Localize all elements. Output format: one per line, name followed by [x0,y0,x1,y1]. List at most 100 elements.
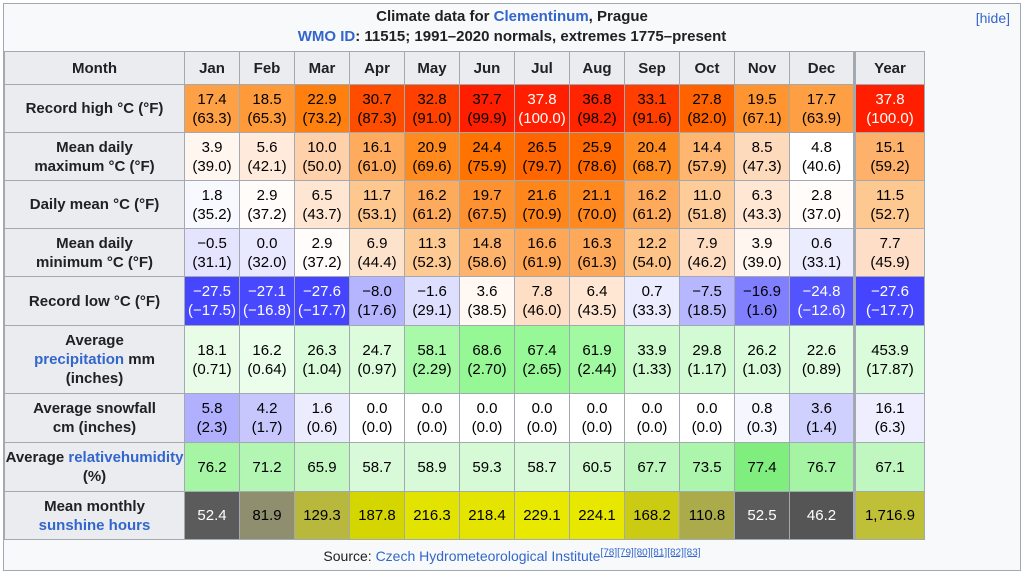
data-cell: 26.2 (1.03) [734,325,790,394]
data-cell: 19.5 (67.1) [734,84,790,133]
table-row: Average relativehumidity (%) 76.2 71.2 65.9… [4,442,925,492]
data-cell: 5.6 (42.1) [239,132,295,181]
data-cell: 187.8 [349,491,405,540]
data-cell: 6.9 (44.4) [349,228,405,277]
reference-link[interactable]: [79] [617,547,634,559]
column-header-aug: Aug [569,51,625,85]
data-cell: −1.6 (29.1) [404,276,460,326]
data-cell: 3.6 (38.5) [459,276,515,326]
column-header-dec: Dec [789,51,855,85]
row-header: Mean daily maximum °C (°F) [4,132,185,181]
reference-link[interactable]: [81] [650,547,668,559]
data-cell: 0.0 (0.0) [624,393,680,443]
data-cell: 60.5 [569,442,625,492]
data-cell: 2.9 (37.2) [294,228,350,277]
data-cell: 3.9 (39.0) [184,132,240,181]
data-cell: 11.5 (52.7) [853,180,925,229]
data-cell: 37.7 (99.9) [459,84,515,133]
row-header: Mean monthly sunshine hours [4,491,185,540]
wmo-id-link[interactable]: WMO ID [297,28,356,45]
data-cell: 15.1 (59.2) [853,132,925,181]
column-header-year: Year [853,51,925,85]
relative-link[interactable]: relative [68,449,121,466]
data-cell: 33.9 (1.33) [624,325,680,394]
data-cell: −16.9 (1.6) [734,276,790,326]
data-cell: 0.0 (32.0) [239,228,295,277]
data-cell: −27.5 (−17.5) [184,276,240,326]
data-cell: 67.7 [624,442,680,492]
reference-link[interactable]: [78] [600,547,618,559]
data-cell: 7.8 (46.0) [514,276,570,326]
data-cell: 16.2 (61.2) [624,180,680,229]
row-header: Mean daily minimum °C (°F) [4,228,185,277]
data-cell: 16.1 (61.0) [349,132,405,181]
data-cell: 37.8 (100.0) [514,84,570,133]
data-cell: 33.1 (91.6) [624,84,680,133]
hide-toggle[interactable]: [hide] [975,10,1010,26]
data-cell: 16.3 (61.3) [569,228,625,277]
data-cell: 168.2 [624,491,680,540]
source-link[interactable]: Czech Hydrometeorological Institute [375,548,601,564]
data-cell: 18.1 (0.71) [184,325,240,394]
data-cell: 25.9 (78.6) [569,132,625,181]
data-cell: 22.9 (73.2) [294,84,350,133]
data-cell: 19.7 (67.5) [459,180,515,229]
data-cell: 77.4 [734,442,790,492]
column-header-oct: Oct [679,51,735,85]
row-header: Record high °C (°F) [4,84,185,133]
data-cell: 3.9 (39.0) [734,228,790,277]
table-row: Daily mean °C (°F) 1.8 (35.2) 2.9 (37.2) 6.5(… [4,180,925,229]
table-row: Mean monthly sunshine hours 52.4 81.9 129.3 1… [4,491,925,540]
data-cell: 0.7 (33.3) [624,276,680,326]
data-cell: −7.5 (18.5) [679,276,735,326]
humidity-link[interactable]: humidity [120,449,184,466]
data-cell: 17.7 (63.9) [789,84,855,133]
data-cell: 24.7 (0.97) [349,325,405,394]
data-cell: 14.8 (58.6) [459,228,515,277]
data-cell: 67.1 [853,442,925,492]
data-cell: 58.1 (2.29) [404,325,460,394]
data-cell: 21.1 (70.0) [569,180,625,229]
data-cell: 32.8 (91.0) [404,84,460,133]
data-cell: 0.0 (0.0) [459,393,515,443]
data-cell: 36.8 (98.2) [569,84,625,133]
data-cell: 4.2 (1.7) [239,393,295,443]
data-cell: 7.7 (45.9) [853,228,925,277]
data-cell: 0.0 (0.0) [569,393,625,443]
data-cell: 16.2 (0.64) [239,325,295,394]
data-cell: 27.8 (82.0) [679,84,735,133]
data-cell: 67.4 (2.65) [514,325,570,394]
row-header: Record low °C (°F) [4,276,185,326]
data-cell: 5.8 (2.3) [184,393,240,443]
column-header-mar: Mar [294,51,350,85]
data-cell: 11.7 (53.1) [349,180,405,229]
source-line: Source: Czech Hydrometeorological Instit… [323,547,701,564]
data-cell: 3.6 (1.4) [789,393,855,443]
data-cell: 0.0 (0.0) [679,393,735,443]
reference-link[interactable]: [82] [667,547,684,559]
column-header-nov: Nov [734,51,790,85]
data-cell: 0.0 (0.0) [514,393,570,443]
data-cell: 1.6 (0.6) [294,393,350,443]
climate-table: Month Jan Feb Mar Apr May Jun Jul Aug Sep Oct Nov De… [4,51,925,540]
reference-link[interactable]: [80] [633,547,651,559]
data-cell: −27.6 (−17.7) [853,276,925,326]
table-row: Mean daily maximum °C (°F) 3.9 (39.0) 5.6 (42… [4,132,925,181]
reference-link[interactable]: [83] [683,547,701,559]
data-cell: −8.0 (17.6) [349,276,405,326]
header-row: Month Jan Feb Mar Apr May Jun Jul Aug Sep Oct Nov De… [4,51,925,85]
sunshine-hours-link[interactable]: sunshine hours [38,516,151,534]
data-cell: 229.1 [514,491,570,540]
climate-box: Climate data for Clementinum, Prague WMO… [3,3,1021,571]
data-cell: 65.9 [294,442,350,492]
data-cell: 73.5 [679,442,735,492]
column-header-feb: Feb [239,51,295,85]
data-cell: −27.1 (−16.8) [239,276,295,326]
precipitation-link[interactable]: precipitation [34,351,125,368]
reference-list: [78][79][80][81][82][83] [600,547,700,558]
clementinum-link[interactable]: Clementinum [493,8,589,25]
data-cell: 37.8 (100.0) [853,84,925,133]
data-cell: 129.3 [294,491,350,540]
data-cell: 52.4 [184,491,240,540]
table-row: Average snowfall cm (inches) 5.8 (2.3) 4.2 (1… [4,393,925,443]
